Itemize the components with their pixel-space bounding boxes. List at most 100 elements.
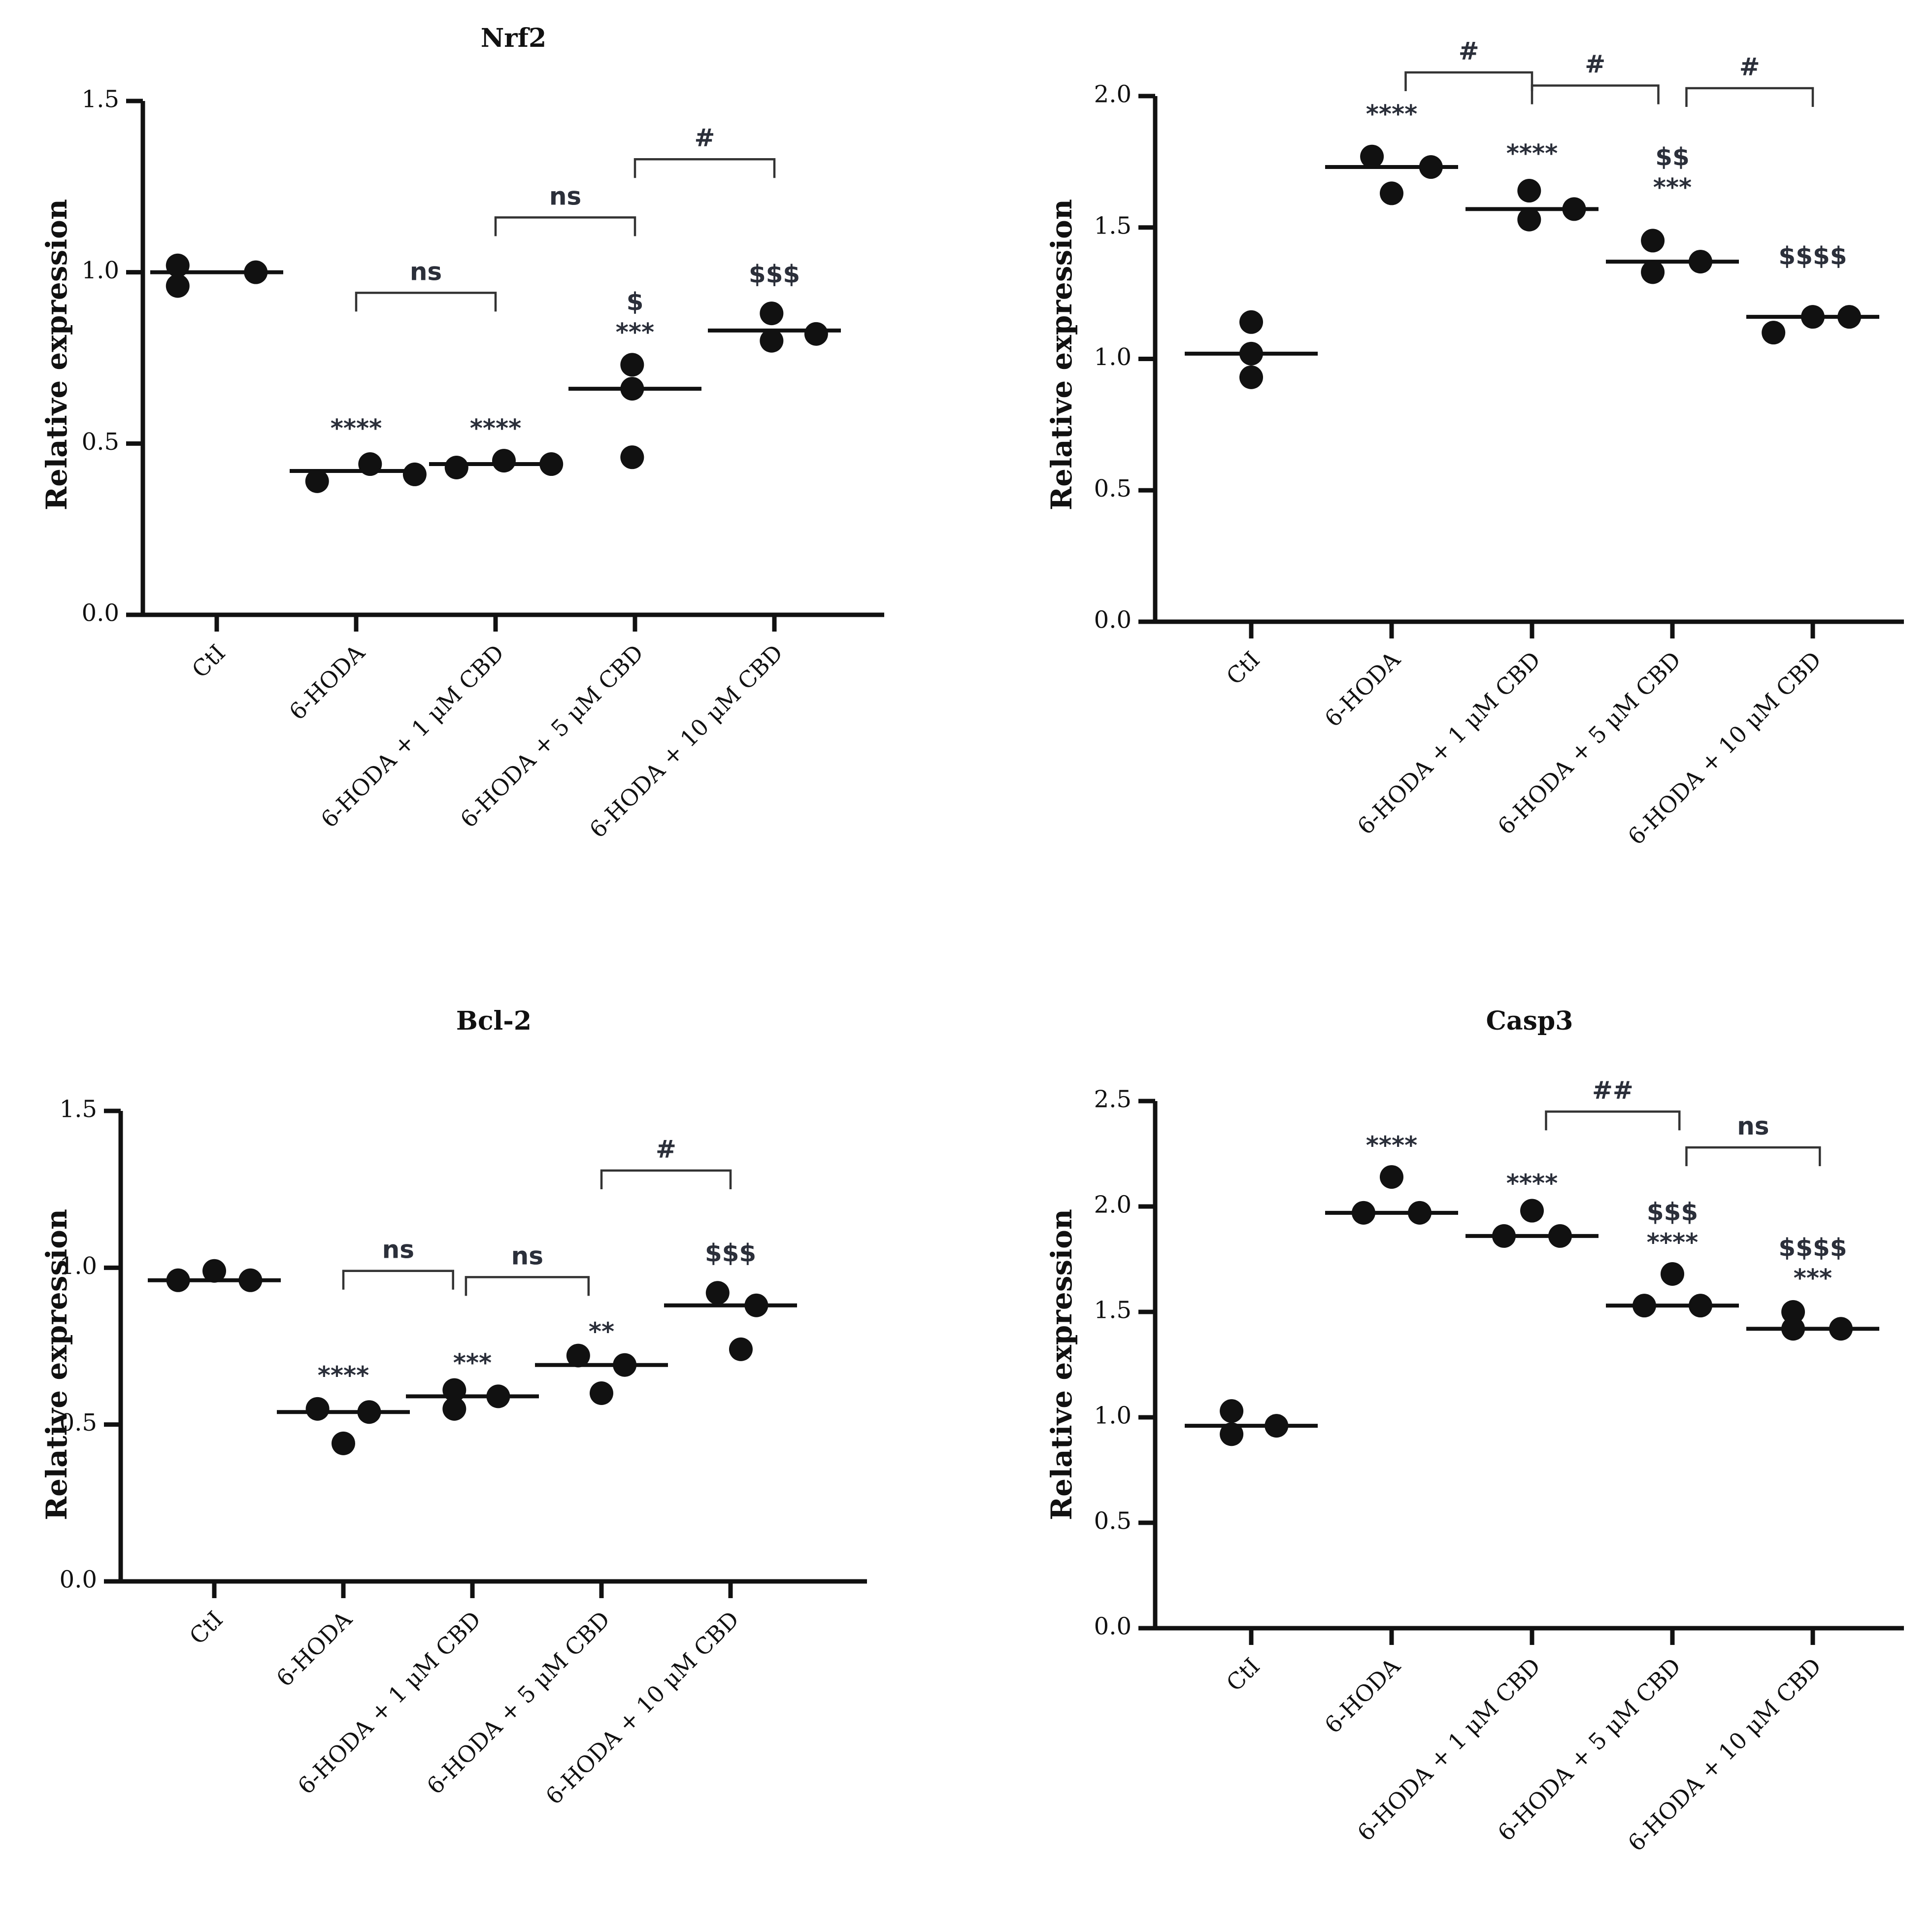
x-tick-label: 6-HODA xyxy=(1319,1652,1405,1739)
x-tick-label: CtI xyxy=(1221,1653,1265,1697)
significance-label: **** xyxy=(1366,100,1418,128)
data-point xyxy=(1520,1199,1544,1223)
data-point xyxy=(620,353,644,377)
x-tick-label: CtI xyxy=(1221,646,1265,690)
data-point xyxy=(620,377,644,401)
data-point xyxy=(566,1343,590,1368)
bracket-label: # xyxy=(1739,53,1760,81)
comparison-bracket xyxy=(465,1276,590,1296)
data-point xyxy=(166,274,190,298)
data-point xyxy=(492,449,516,473)
y-tick-label: 0.0 xyxy=(82,600,119,627)
significance-label: **** xyxy=(1506,139,1558,167)
significance-label: **** xyxy=(331,414,382,442)
x-tick-label: 6-HODA xyxy=(1319,646,1405,732)
x-tick-label: 6-HODA xyxy=(271,1606,357,1692)
bracket-label: # xyxy=(1459,37,1479,66)
comparison-bracket xyxy=(633,158,776,178)
significance-label: *** xyxy=(616,318,654,347)
significance-label: $$$$ xyxy=(1778,241,1847,270)
data-point xyxy=(1689,1294,1712,1318)
y-tick-label: 2.0 xyxy=(1094,81,1132,108)
y-tick-label: 0.5 xyxy=(82,428,119,456)
data-point xyxy=(444,456,468,480)
data-point xyxy=(620,445,644,469)
y-axis-label: Relative expression xyxy=(1045,199,1078,510)
panel-nrf2: Nrf2 Relative expression 0.0 0.5 1.0 1.5 CtI 6-… xyxy=(40,23,884,843)
y-tick-label: 0.0 xyxy=(1094,606,1132,634)
data-point xyxy=(590,1381,613,1405)
y-tick-label: 1.0 xyxy=(82,257,119,284)
y-tick-label: 0.5 xyxy=(1094,1507,1132,1535)
panel-title: Casp3 xyxy=(1486,1006,1573,1036)
data-point xyxy=(1408,1201,1432,1225)
significance-label: **** xyxy=(1647,1228,1699,1257)
data-point xyxy=(804,322,828,346)
data-point xyxy=(1661,1262,1684,1286)
bracket-label: # xyxy=(656,1135,676,1164)
data-point xyxy=(1548,1224,1572,1248)
data-point xyxy=(305,469,329,493)
comparison-bracket xyxy=(1531,84,1660,104)
bracket-label: ns xyxy=(511,1241,543,1270)
significance-label: $$$ xyxy=(1647,1198,1698,1226)
comparison-bracket xyxy=(1685,87,1814,107)
significance-label: $$$ xyxy=(705,1239,756,1268)
data-point xyxy=(760,301,784,326)
bracket-label: ## xyxy=(1592,1076,1633,1105)
y-tick-label: 1.5 xyxy=(82,86,119,113)
significance-label: **** xyxy=(1366,1131,1418,1160)
y-tick-label: 1.5 xyxy=(1094,212,1132,239)
y-tick-label: 0.5 xyxy=(60,1409,97,1437)
significance-label: $$ xyxy=(1655,143,1690,171)
data-point xyxy=(1641,260,1665,284)
significance-label: *** xyxy=(1794,1264,1832,1293)
data-point xyxy=(358,452,382,476)
data-point xyxy=(1492,1224,1516,1248)
y-tick-label: 1.5 xyxy=(60,1096,97,1123)
data-point xyxy=(1762,321,1786,345)
panel-casp3: Casp3 Relative expression 0.0 0.5 1.0 1.5 2.0 2… xyxy=(1045,1006,1904,1856)
comparison-bracket xyxy=(600,1169,732,1189)
data-point xyxy=(1689,250,1712,274)
comparison-bracket xyxy=(1685,1146,1821,1167)
comparison-bracket xyxy=(1404,71,1533,91)
y-tick-label: 1.0 xyxy=(1094,343,1132,371)
bracket-label: ns xyxy=(549,182,581,210)
significance-label: *** xyxy=(1653,173,1692,202)
data-point xyxy=(1781,1317,1805,1341)
significance-label: ** xyxy=(589,1317,614,1346)
y-tick-label: 2.0 xyxy=(1094,1191,1132,1219)
data-point xyxy=(442,1378,466,1402)
y-tick-label: 0.5 xyxy=(1094,475,1132,502)
data-point xyxy=(1352,1201,1375,1225)
data-point xyxy=(1632,1294,1656,1318)
data-point xyxy=(442,1397,466,1421)
x-tick-label: CtI xyxy=(187,639,231,683)
comparison-bracket xyxy=(355,292,497,312)
data-point xyxy=(744,1293,768,1317)
data-point xyxy=(1837,305,1862,329)
y-tick-label: 0.0 xyxy=(60,1566,97,1594)
bracket-label: ns xyxy=(410,257,442,286)
y-tick-label: 1.5 xyxy=(1094,1297,1132,1324)
comparison-bracket xyxy=(342,1270,454,1290)
data-point xyxy=(305,1397,330,1421)
data-point xyxy=(1239,365,1263,389)
data-point xyxy=(202,1259,226,1283)
significance-label: **** xyxy=(318,1361,369,1390)
data-point xyxy=(1641,229,1665,253)
data-point xyxy=(1220,1399,1244,1423)
data-point xyxy=(166,1268,190,1292)
data-point xyxy=(1220,1422,1244,1446)
bracket-label: # xyxy=(695,124,715,152)
data-point xyxy=(1781,1300,1805,1324)
panel-unnamed: Relative expression 0.0 0.5 1.0 1.5 2.0 CtI 6-H… xyxy=(1045,37,1904,850)
y-tick-label: 1.0 xyxy=(60,1252,97,1280)
y-tick-label: 2.5 xyxy=(1094,1086,1132,1113)
data-point xyxy=(357,1400,381,1424)
data-point xyxy=(1517,207,1541,232)
data-point xyxy=(332,1431,355,1455)
bracket-label: # xyxy=(1585,50,1605,79)
